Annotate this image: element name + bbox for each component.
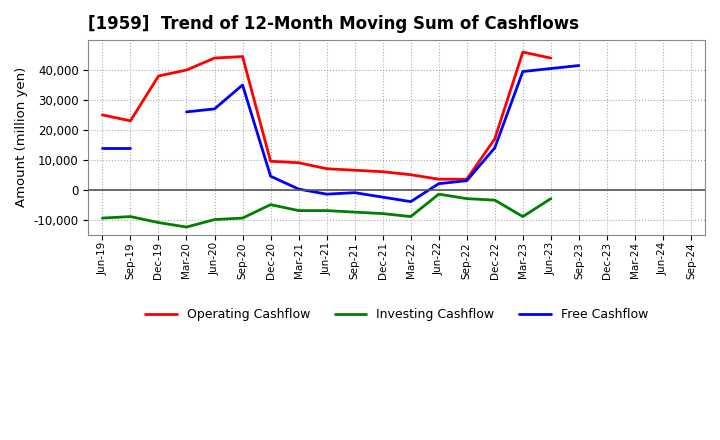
Investing Cashflow xyxy=(490,198,499,203)
Investing Cashflow xyxy=(323,208,331,213)
Text: [1959]  Trend of 12-Month Moving Sum of Cashflows: [1959] Trend of 12-Month Moving Sum of C… xyxy=(89,15,580,33)
Operating Cashflow xyxy=(462,176,471,182)
Investing Cashflow xyxy=(266,202,275,207)
Operating Cashflow xyxy=(323,166,331,171)
Investing Cashflow xyxy=(210,217,219,222)
Line: Investing Cashflow: Investing Cashflow xyxy=(102,194,551,227)
Investing Cashflow xyxy=(546,196,555,201)
Investing Cashflow xyxy=(379,211,387,216)
Operating Cashflow xyxy=(154,73,163,79)
Investing Cashflow xyxy=(98,216,107,221)
Investing Cashflow xyxy=(182,224,191,230)
Investing Cashflow xyxy=(406,214,415,219)
Operating Cashflow xyxy=(98,112,107,117)
Line: Operating Cashflow: Operating Cashflow xyxy=(102,52,551,179)
Operating Cashflow xyxy=(210,55,219,61)
Investing Cashflow xyxy=(154,220,163,225)
Investing Cashflow xyxy=(434,191,443,197)
Operating Cashflow xyxy=(379,169,387,174)
Investing Cashflow xyxy=(351,209,359,215)
Operating Cashflow xyxy=(518,49,527,55)
Operating Cashflow xyxy=(182,67,191,73)
Investing Cashflow xyxy=(294,208,303,213)
Legend: Operating Cashflow, Investing Cashflow, Free Cashflow: Operating Cashflow, Investing Cashflow, … xyxy=(140,303,653,326)
Investing Cashflow xyxy=(462,196,471,201)
Free Cashflow xyxy=(98,145,107,150)
Investing Cashflow xyxy=(126,214,135,219)
Investing Cashflow xyxy=(238,216,247,221)
Operating Cashflow xyxy=(406,172,415,177)
Y-axis label: Amount (million yen): Amount (million yen) xyxy=(15,67,28,207)
Operating Cashflow xyxy=(434,176,443,182)
Operating Cashflow xyxy=(266,158,275,164)
Operating Cashflow xyxy=(351,168,359,173)
Free Cashflow xyxy=(126,145,135,150)
Operating Cashflow xyxy=(546,55,555,61)
Investing Cashflow xyxy=(518,214,527,219)
Operating Cashflow xyxy=(238,54,247,59)
Operating Cashflow xyxy=(126,118,135,124)
Operating Cashflow xyxy=(490,136,499,141)
Operating Cashflow xyxy=(294,160,303,165)
